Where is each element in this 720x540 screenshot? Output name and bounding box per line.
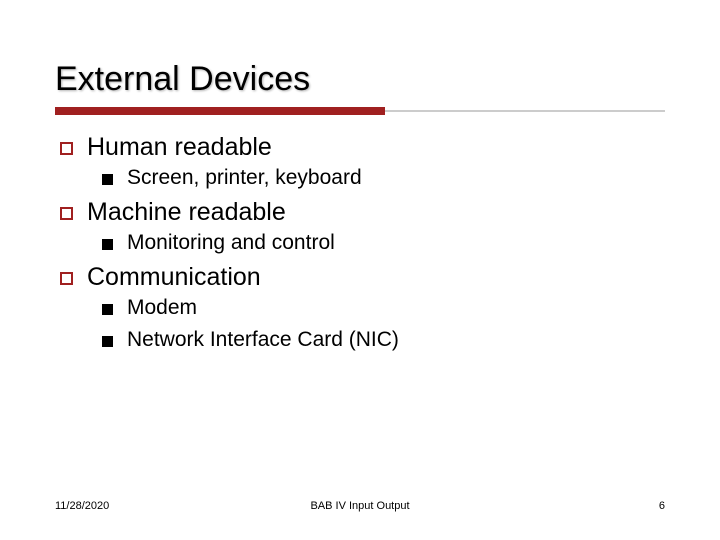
- footer-page-number: 6: [659, 500, 665, 512]
- list-item: Human readable: [60, 133, 665, 162]
- bullet-open-icon: [60, 207, 73, 220]
- list-item-text: Screen, printer, keyboard: [127, 166, 362, 190]
- list-item: Communication: [60, 263, 665, 292]
- bullet-filled-icon: [102, 239, 113, 250]
- title-divider: [55, 107, 665, 115]
- list-item-text: Network Interface Card (NIC): [127, 328, 399, 352]
- list-item: Modem: [102, 296, 665, 320]
- divider-red-bar: [55, 107, 385, 115]
- footer-center-text: BAB IV Input Output: [310, 500, 409, 512]
- bullet-open-icon: [60, 142, 73, 155]
- bullet-filled-icon: [102, 304, 113, 315]
- list-item: Network Interface Card (NIC): [102, 328, 665, 352]
- footer-date: 11/28/2020: [55, 500, 109, 512]
- divider-gray-bar: [385, 110, 665, 112]
- list-item: Screen, printer, keyboard: [102, 166, 665, 190]
- bullet-filled-icon: [102, 174, 113, 185]
- list-item-text: Human readable: [87, 133, 272, 162]
- slide-title: External Devices: [55, 60, 665, 99]
- list-item: Machine readable: [60, 198, 665, 227]
- list-item-text: Machine readable: [87, 198, 286, 227]
- list-item: Monitoring and control: [102, 231, 665, 255]
- content-area: Human readable Screen, printer, keyboard…: [55, 133, 665, 352]
- slide-footer: 11/28/2020 BAB IV Input Output 6: [55, 500, 665, 512]
- bullet-filled-icon: [102, 336, 113, 347]
- list-item-text: Modem: [127, 296, 197, 320]
- list-item-text: Monitoring and control: [127, 231, 335, 255]
- bullet-open-icon: [60, 272, 73, 285]
- slide: External Devices Human readable Screen, …: [0, 0, 720, 540]
- list-item-text: Communication: [87, 263, 261, 292]
